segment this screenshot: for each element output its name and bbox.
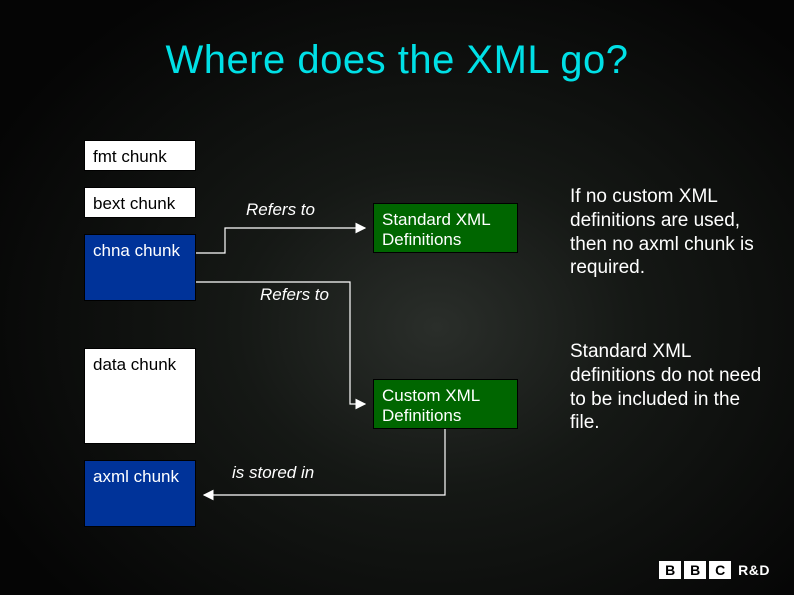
note-no-custom-xml: If no custom XML definitions are used, t…	[570, 185, 770, 280]
box-axml-chunk: axml chunk	[84, 460, 196, 527]
box-label: Standard XML Definitions	[382, 210, 491, 250]
box-label: data chunk	[93, 355, 176, 375]
bbc-logo: B B C	[659, 561, 731, 579]
bbc-block: B	[659, 561, 681, 579]
box-custom-xml-definitions: Custom XML Definitions	[373, 379, 518, 429]
box-label: Custom XML Definitions	[382, 386, 480, 426]
edge-label-is-stored-in: is stored in	[232, 463, 314, 483]
note-standard-xml: Standard XML definitions do not need to …	[570, 340, 770, 435]
box-data-chunk: data chunk	[84, 348, 196, 444]
box-label: fmt chunk	[93, 147, 167, 167]
edge-label-refers-to-2: Refers to	[260, 285, 329, 305]
box-label: chna chunk	[93, 241, 180, 261]
edge-chna-to-std	[196, 228, 365, 253]
edge-label-refers-to-1: Refers to	[246, 200, 315, 220]
box-label: axml chunk	[93, 467, 179, 487]
box-standard-xml-definitions: Standard XML Definitions	[373, 203, 518, 253]
footer-logo: B B C R&D	[659, 561, 770, 579]
rd-text: R&D	[738, 562, 770, 578]
bbc-block: C	[709, 561, 731, 579]
edge-cust-to-axml	[204, 429, 445, 495]
box-bext-chunk: bext chunk	[84, 187, 196, 218]
slide-title: Where does the XML go?	[0, 38, 794, 83]
box-label: bext chunk	[93, 194, 175, 214]
box-fmt-chunk: fmt chunk	[84, 140, 196, 171]
box-chna-chunk: chna chunk	[84, 234, 196, 301]
bbc-block: B	[684, 561, 706, 579]
